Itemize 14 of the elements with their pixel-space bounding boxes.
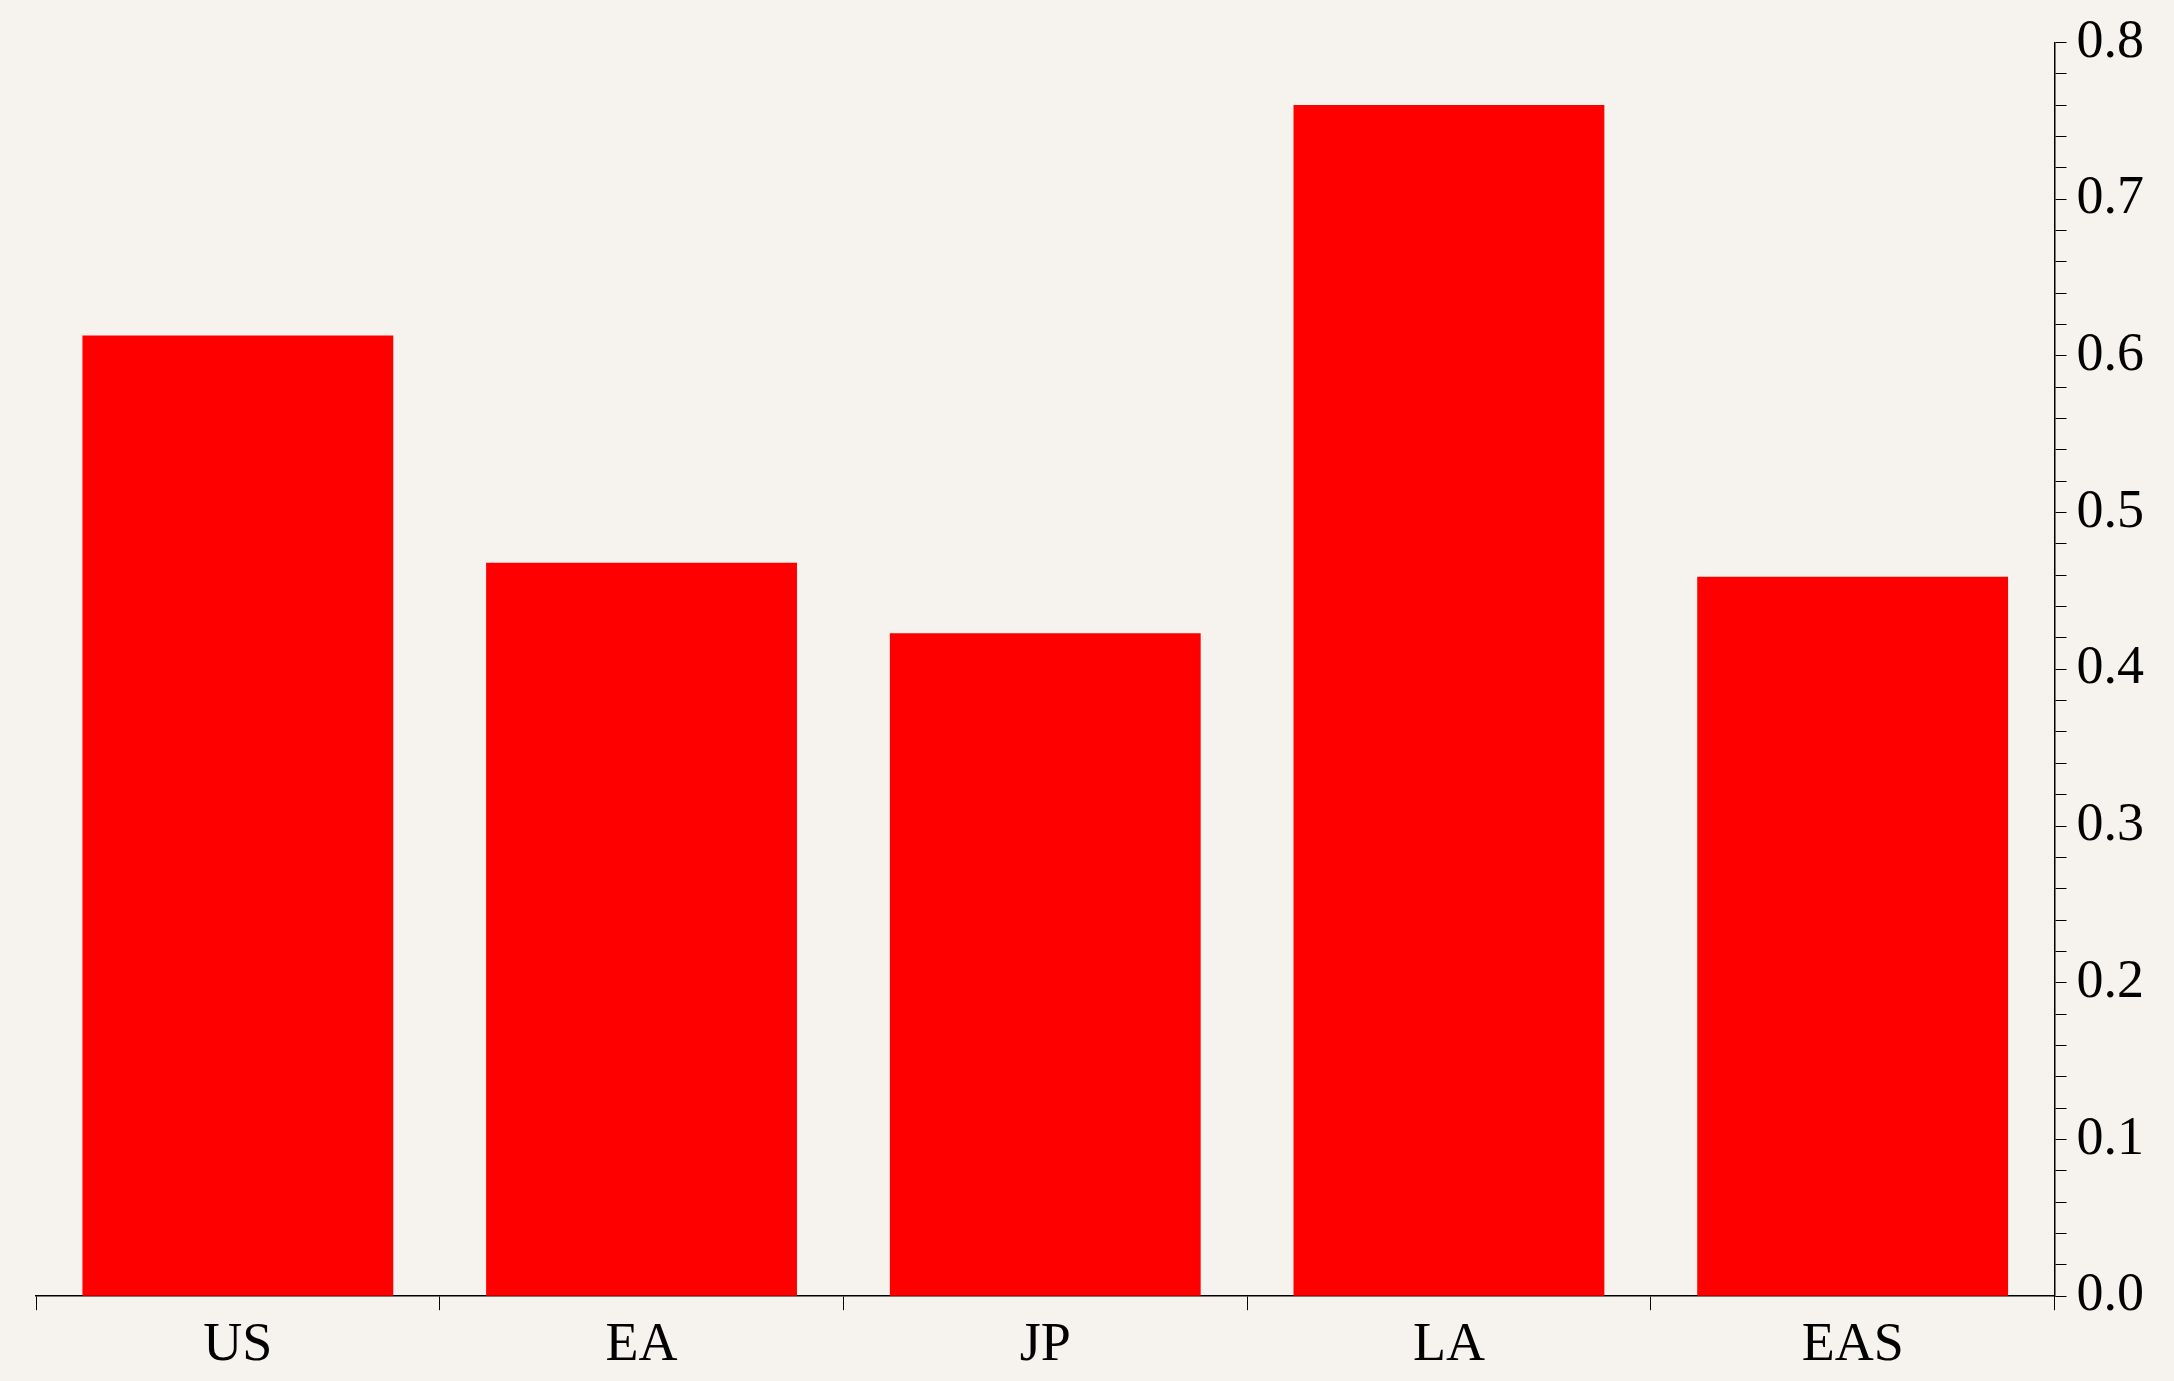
- y-tick-label: 0.1: [2076, 1105, 2144, 1166]
- y-tick-label: 0.2: [2076, 948, 2144, 1009]
- y-tick-label: 0.5: [2076, 478, 2144, 539]
- y-tick-label: 0.8: [2076, 8, 2144, 69]
- y-tick-label: 0.0: [2076, 1262, 2144, 1323]
- x-tick-label: EAS: [1801, 1311, 1904, 1372]
- x-tick-label: JP: [1019, 1311, 1071, 1372]
- y-tick-label: 0.3: [2076, 792, 2144, 853]
- y-tick-label: 0.4: [2076, 635, 2144, 696]
- y-tick-label: 0.6: [2076, 322, 2144, 383]
- x-tick-label: US: [203, 1311, 273, 1372]
- x-tick-label: LA: [1412, 1311, 1485, 1372]
- x-tick-label: EA: [605, 1311, 678, 1372]
- y-tick-label: 0.7: [2076, 165, 2144, 226]
